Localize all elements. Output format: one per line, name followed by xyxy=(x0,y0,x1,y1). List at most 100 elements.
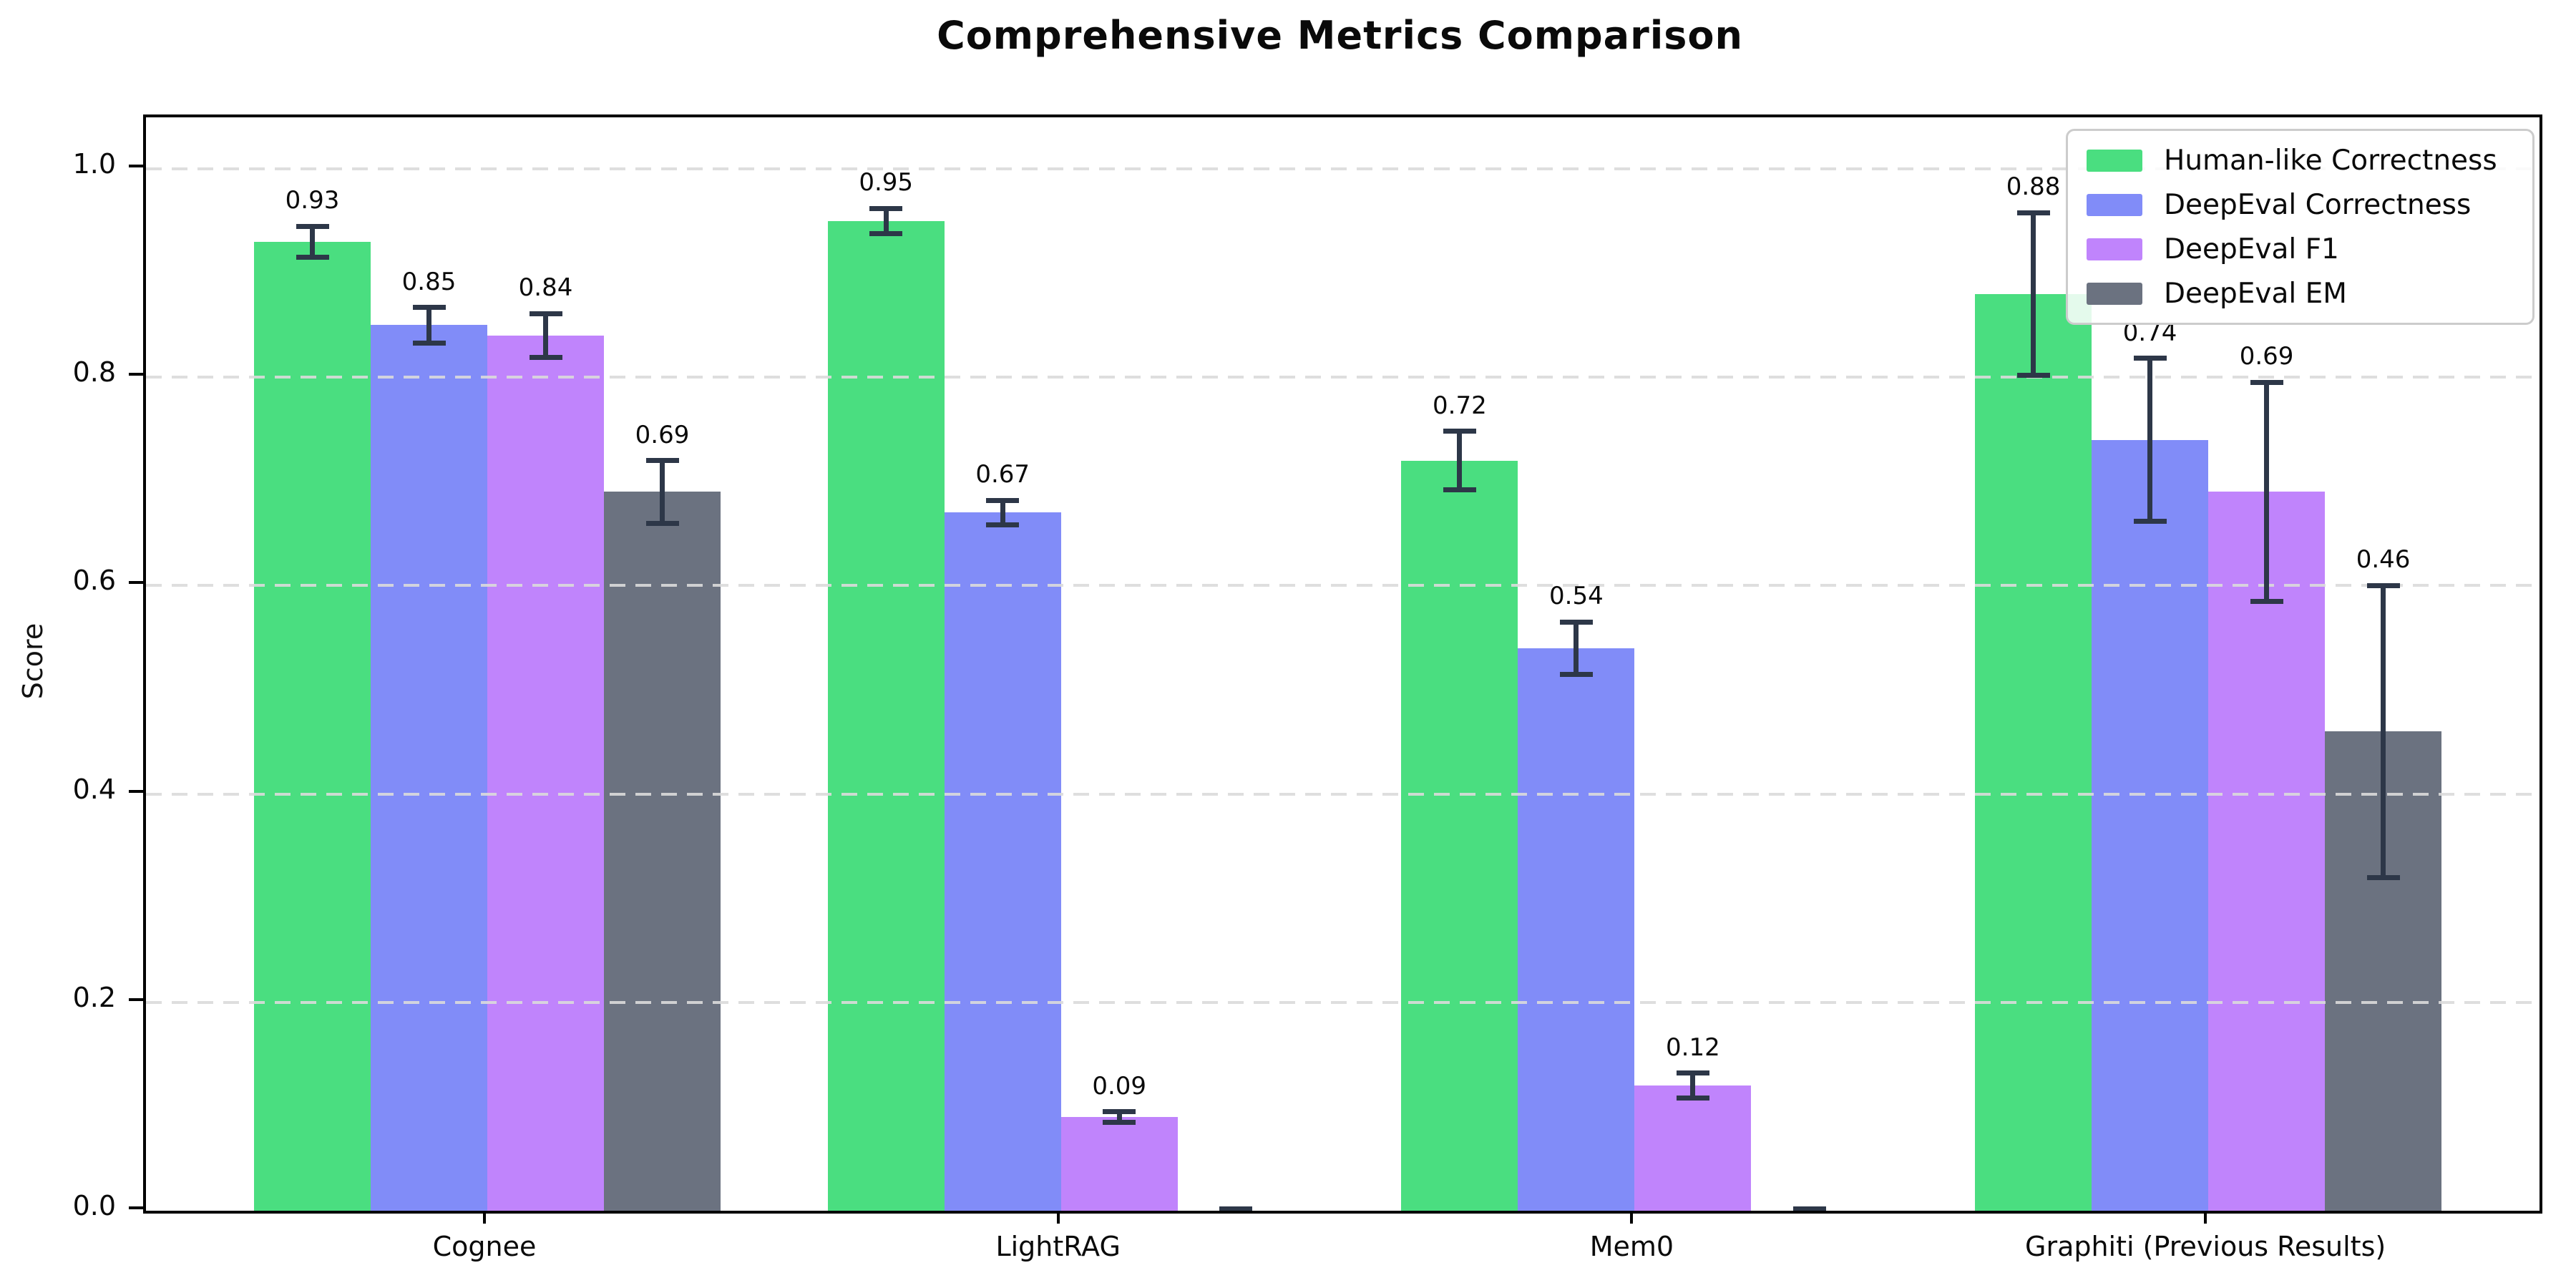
error-bar-cap xyxy=(296,223,329,229)
y-axis-label: Score xyxy=(17,623,49,700)
error-bar xyxy=(2147,358,2153,522)
legend: Human-like Correctness DeepEval Correctne… xyxy=(2066,129,2534,325)
error-bar xyxy=(2031,213,2036,376)
legend-item: DeepEval Correctness xyxy=(2087,189,2532,221)
y-tick-label: 0.4 xyxy=(72,773,116,805)
y-tick-mark xyxy=(129,997,143,1001)
error-bar-cap xyxy=(2016,210,2050,215)
bar xyxy=(1060,1116,1178,1211)
error-bar-cap xyxy=(2250,598,2283,604)
error-bar-cap xyxy=(645,520,679,526)
error-bar-cap xyxy=(1443,487,1476,492)
error-bar-cap xyxy=(2133,356,2167,361)
y-tick-label: 0.8 xyxy=(72,356,116,389)
error-bar xyxy=(1690,1073,1696,1098)
error-bar xyxy=(426,307,431,343)
error-bar xyxy=(1116,1111,1122,1123)
bar-value-label: 0.54 xyxy=(1549,582,1604,611)
legend-item: DeepEval EM xyxy=(2087,278,2532,310)
gridline xyxy=(146,376,2540,379)
error-bar xyxy=(883,208,889,234)
gridline xyxy=(146,792,2540,796)
error-bar-cap xyxy=(1103,1109,1136,1115)
error-bar xyxy=(660,460,665,524)
error-bar-cap xyxy=(412,305,446,311)
legend-item: DeepEval F1 xyxy=(2087,233,2532,265)
bar-value-label: 0.12 xyxy=(1666,1033,1720,1062)
y-tick-mark xyxy=(129,165,143,167)
x-tick-mark xyxy=(1056,1211,1060,1224)
bar xyxy=(1518,648,1635,1211)
error-bar xyxy=(1574,622,1579,675)
y-tick-label: 0.6 xyxy=(72,565,116,597)
error-bar-cap xyxy=(2016,372,2050,378)
bar-value-label: 0.69 xyxy=(635,420,690,449)
error-bar-cap xyxy=(1792,1206,1826,1211)
error-bar-cap xyxy=(1559,619,1593,625)
error-bar xyxy=(2264,382,2270,602)
bar-value-label: 0.88 xyxy=(2006,172,2061,202)
error-bar-cap xyxy=(296,255,329,260)
legend-swatch xyxy=(2087,193,2142,216)
bar xyxy=(371,325,487,1211)
bar xyxy=(1401,460,1518,1211)
error-bar-cap xyxy=(1219,1210,1253,1211)
x-tick-label: Cognee xyxy=(432,1231,537,1262)
bar-value-label: 0.93 xyxy=(285,186,340,215)
error-bar-cap xyxy=(2250,379,2283,385)
bar xyxy=(2092,439,2209,1211)
bar-value-label: 0.09 xyxy=(1092,1071,1147,1101)
error-bar-cap xyxy=(2133,518,2167,524)
legend-swatch xyxy=(2087,238,2142,260)
error-bar-cap xyxy=(2366,874,2400,880)
bar xyxy=(254,241,371,1211)
y-tick-mark xyxy=(129,373,143,376)
error-bar-cap xyxy=(986,497,1020,503)
y-tick-label: 0.2 xyxy=(72,981,116,1013)
x-tick-mark xyxy=(483,1211,486,1224)
error-bar-cap xyxy=(1559,671,1593,677)
bar-value-label: 0.85 xyxy=(401,267,457,296)
y-tick-label: 1.0 xyxy=(72,148,116,180)
error-bar-cap xyxy=(645,458,679,464)
error-bar-cap xyxy=(529,355,562,361)
x-tick-mark xyxy=(2204,1211,2207,1224)
legend-swatch xyxy=(2087,282,2142,305)
y-tick-label: 0.0 xyxy=(72,1190,116,1221)
bar xyxy=(1975,293,2092,1211)
error-bar-cap xyxy=(1676,1096,1709,1101)
x-tick-label: Mem0 xyxy=(1589,1231,1674,1262)
bar-value-label: 0.67 xyxy=(975,460,1030,489)
gridline xyxy=(146,584,2540,587)
gridline xyxy=(146,167,2540,170)
bar xyxy=(1634,1085,1752,1211)
error-bar xyxy=(1000,500,1005,525)
bar-value-label: 0.84 xyxy=(518,273,573,303)
bar-value-label: 0.46 xyxy=(2356,545,2411,575)
error-bar xyxy=(2381,585,2386,878)
error-bar-cap xyxy=(1219,1206,1253,1211)
error-bar xyxy=(1457,431,1463,490)
x-tick-label: Graphiti (Previous Results) xyxy=(2025,1231,2386,1262)
x-tick-label: LightRAG xyxy=(995,1231,1121,1262)
bar xyxy=(827,220,945,1211)
error-bar xyxy=(310,226,315,258)
bar-value-label: 0.72 xyxy=(1433,391,1487,420)
error-bar-cap xyxy=(1792,1210,1826,1211)
error-bar-cap xyxy=(1103,1119,1136,1125)
error-bar-cap xyxy=(1443,429,1476,434)
error-bar-cap xyxy=(412,340,446,346)
x-tick-mark xyxy=(1630,1211,1634,1224)
bar-value-label: 0.69 xyxy=(2239,342,2294,371)
legend-swatch xyxy=(2087,149,2142,172)
legend-label: DeepEval EM xyxy=(2164,277,2347,310)
bar xyxy=(487,335,604,1211)
bar-value-label: 0.95 xyxy=(859,168,914,197)
y-tick-mark xyxy=(129,581,143,585)
bar xyxy=(2208,492,2326,1211)
legend-label: DeepEval F1 xyxy=(2164,233,2339,265)
bar xyxy=(604,492,721,1211)
error-bar-cap xyxy=(1676,1070,1709,1076)
y-tick-mark xyxy=(129,789,143,793)
